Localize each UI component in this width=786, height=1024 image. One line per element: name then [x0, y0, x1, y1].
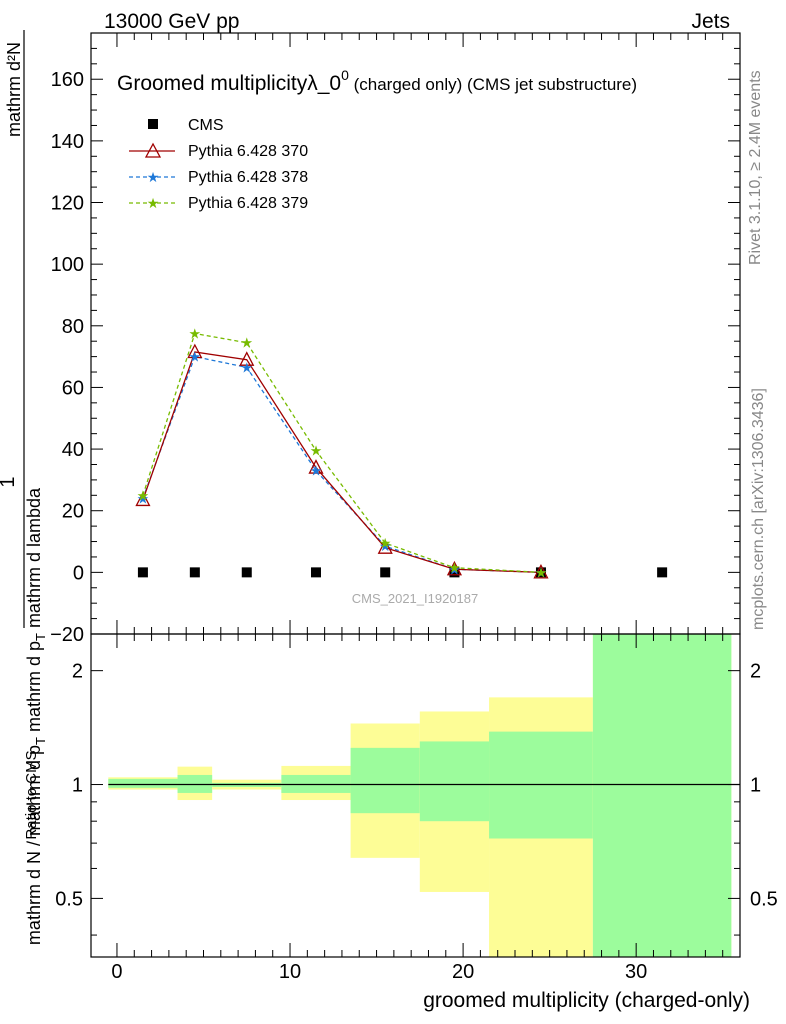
series-line-pythia-6428-370 — [142, 351, 541, 574]
legend-marker-cms — [148, 119, 158, 129]
xlabel: groomed multiplicity (charged-only) — [423, 989, 750, 1012]
ratio-green-band-4 — [350, 747, 420, 814]
ratio-ytick-label-right: 2 — [750, 661, 761, 683]
pythia-370-point — [187, 343, 203, 359]
ratio-xtick-label: 0 — [111, 961, 122, 983]
header-left: 13000 GeV pp — [104, 10, 239, 33]
ylabel-numerator: 1 — [0, 476, 19, 487]
pythia-378-point: ★ — [189, 349, 202, 365]
ratio-xtick-label: 10 — [279, 961, 301, 983]
legend-entry-cms: CMS — [148, 117, 224, 134]
pythia-378-point: ★ — [448, 561, 461, 577]
pythia-379-point: ★ — [310, 443, 323, 459]
main-ytick-label: 140 — [51, 131, 84, 153]
main-ytick-label: 0 — [73, 562, 84, 584]
ylabel-bottom-mid: mathrm d p — [24, 641, 44, 737]
ylabel-bottom: mathrm d N / mathrm d pT mathrm d pT mat… — [24, 487, 48, 945]
pythia-370-point — [533, 563, 549, 579]
plot-title-main: Groomed multiplicity — [117, 72, 308, 95]
ratio-xtick-label: 30 — [625, 961, 647, 983]
cms-point — [535, 567, 546, 578]
legend-entry-pythia-378: ★ Pythia 6.428 378 — [129, 169, 308, 186]
ratio-ytick-label: 0.5 — [55, 888, 83, 910]
legend: CMS Pythia 6.428 370 ★ Pythia 6.428 378 … — [129, 117, 308, 212]
legend-label-pythia-379: Pythia 6.428 379 — [188, 195, 308, 212]
pythia-379-point: ★ — [137, 487, 150, 503]
legend-marker-pythia-378: ★ — [147, 169, 160, 185]
pythia-379-point: ★ — [379, 535, 392, 551]
pythia-370-point — [377, 539, 393, 554]
main-ytick-label: 40 — [62, 439, 84, 461]
main-ytick-label: 120 — [51, 193, 84, 215]
pythia-370-point — [239, 351, 255, 366]
cms-point — [189, 567, 200, 578]
series-line-pythia-6428-379 — [142, 332, 542, 574]
cms-point — [241, 567, 252, 578]
main-plot-data: ★★★★★★ ★★★★★★★ ★ — [135, 326, 668, 580]
plot-title: Groomed multiplicityλ_00 (charged only) … — [117, 67, 637, 95]
legend-marker-pythia-370 — [144, 142, 162, 158]
cms-point — [310, 567, 321, 578]
plot-title-lambda: λ_0 — [307, 72, 341, 95]
ylabel-top: mathrm d²N — [4, 42, 24, 137]
legend-label-pythia-370: Pythia 6.428 370 — [188, 143, 308, 160]
ratio-ylabel: Ratio to CMS — [23, 750, 40, 839]
pythia-378-point: ★ — [535, 564, 548, 580]
pythia-379-point: ★ — [448, 560, 461, 576]
cms-point — [657, 567, 668, 578]
pythia-379-point: ★ — [535, 564, 548, 580]
legend-marker-pythia-379: ★ — [147, 195, 160, 211]
cms-point — [137, 567, 148, 578]
pythia-378-point: ★ — [310, 463, 323, 479]
plot-title-sup: 0 — [341, 67, 349, 83]
ratio-ytick-label: 2 — [72, 661, 83, 683]
main-ytick-label: −20 — [50, 624, 84, 646]
ratio-green-band-5 — [419, 741, 490, 822]
legend-label-cms: CMS — [188, 117, 224, 134]
main-ytick-label: 80 — [62, 316, 84, 338]
pythia-378-point: ★ — [379, 538, 392, 554]
mcplots-label: mcplots.cern.ch [arXiv:1306.3436] — [750, 388, 767, 630]
analysis-watermark: CMS_2021_I1920187 — [352, 591, 479, 606]
ratio-green-band-7 — [592, 634, 732, 957]
legend-entry-pythia-370: Pythia 6.428 370 — [129, 142, 308, 160]
main-ytick-label: 20 — [62, 501, 84, 523]
rivet-label: Rivet 3.1.10, ≥ 2.4M events — [747, 70, 764, 265]
series-line-pythia-6428-378 — [142, 355, 541, 574]
main-ytick-label: 160 — [51, 69, 84, 91]
ylabel-bottom-sub1: T — [33, 737, 48, 745]
pythia-370-point — [446, 560, 463, 576]
main-ylabel: 1 mathrm d N / mathrm d pT mathrm d pT m… — [0, 30, 48, 945]
pythia-378-point: ★ — [137, 490, 150, 506]
legend-entry-pythia-379: ★ Pythia 6.428 379 — [129, 195, 308, 212]
main-ytick-label: 100 — [51, 254, 84, 276]
ratio-green-band-0 — [108, 778, 178, 788]
ratio-ytick-label: 1 — [72, 775, 83, 797]
cms-point — [449, 567, 460, 578]
pythia-379-point: ★ — [240, 335, 253, 351]
header-right: Jets — [691, 10, 730, 33]
pythia-370-point — [308, 459, 324, 474]
pythia-370-point — [135, 491, 151, 507]
ratio-ytick-label-right: 1 — [750, 775, 761, 797]
pythia-379-point: ★ — [189, 326, 202, 342]
ratio-xtick-label: 20 — [452, 961, 474, 983]
ratio-ytick-label-right: 0.5 — [750, 888, 778, 910]
pythia-378-point: ★ — [240, 359, 253, 375]
plot-title-rest: (charged only) (CMS jet substructure) — [349, 75, 637, 94]
ylabel-bottom-post: mathrm d lambda — [24, 487, 44, 633]
ratio-plot-frame — [90, 633, 741, 958]
legend-label-pythia-378: Pythia 6.428 378 — [188, 169, 308, 186]
cms-point — [380, 567, 391, 578]
ylabel-bottom-pre: mathrm d N / mathrm d p — [24, 745, 44, 945]
ylabel-bottom-sub2: T — [33, 633, 48, 641]
main-ytick-label: 60 — [62, 377, 84, 399]
ratio-plot-area — [108, 634, 740, 957]
